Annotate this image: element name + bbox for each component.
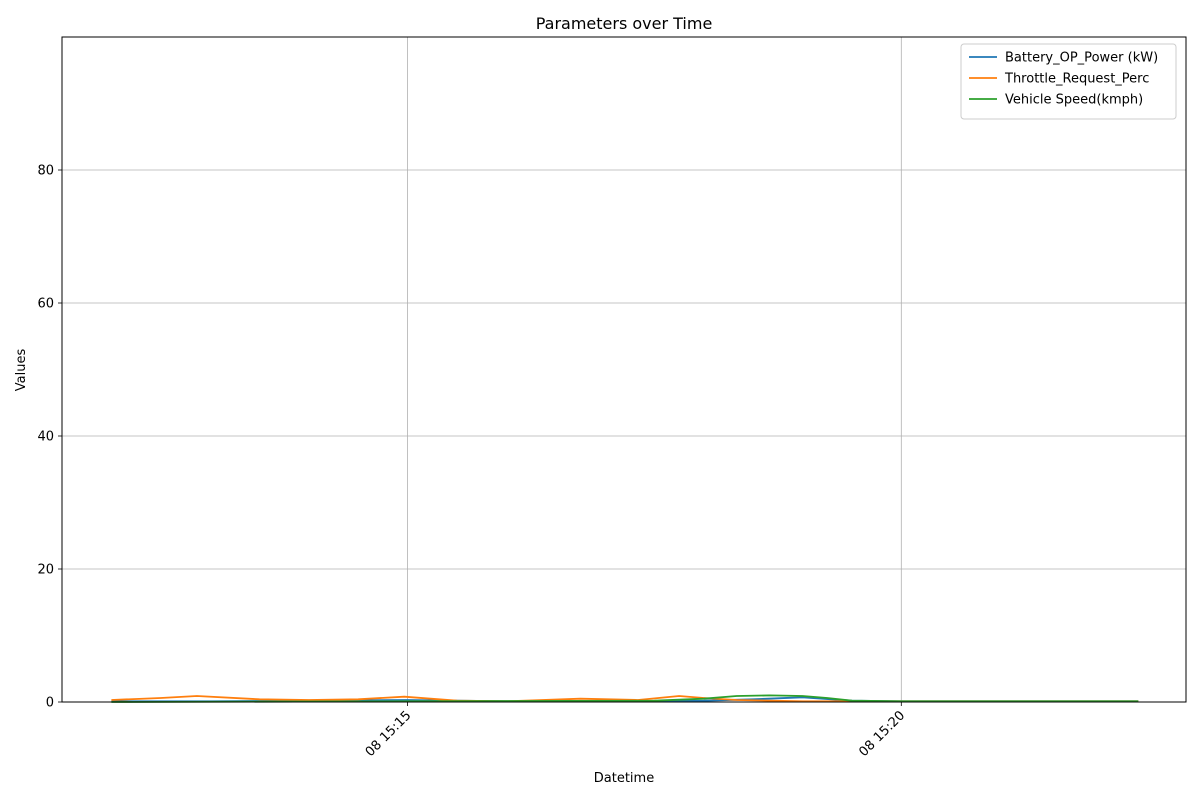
y-tick-label: 80	[37, 164, 54, 179]
series-lines	[111, 694, 1139, 703]
y-tick-label: 20	[37, 563, 54, 578]
legend-box	[960, 43, 1177, 120]
y-tick-label: 60	[37, 297, 54, 312]
plot-area-frame	[61, 36, 1187, 703]
legend-entry: Vehicle Speed(kmph)	[1005, 93, 1143, 108]
legend-entry: Throttle_Request_Perc	[1004, 72, 1149, 87]
y-tick-label: 40	[37, 430, 54, 445]
y-axis-label: Values	[14, 349, 29, 392]
series-line-3	[111, 694, 1139, 703]
y-tick-label: 0	[46, 696, 54, 711]
grid	[62, 37, 1186, 703]
legend: Battery_OP_Power (kW) Throttle_Request_Pe…	[960, 43, 1177, 120]
x-axis-label: Datetime	[594, 771, 654, 786]
chart-title: Parameters over Time	[536, 14, 713, 33]
legend-entry: Battery_OP_Power (kW)	[1005, 51, 1158, 66]
